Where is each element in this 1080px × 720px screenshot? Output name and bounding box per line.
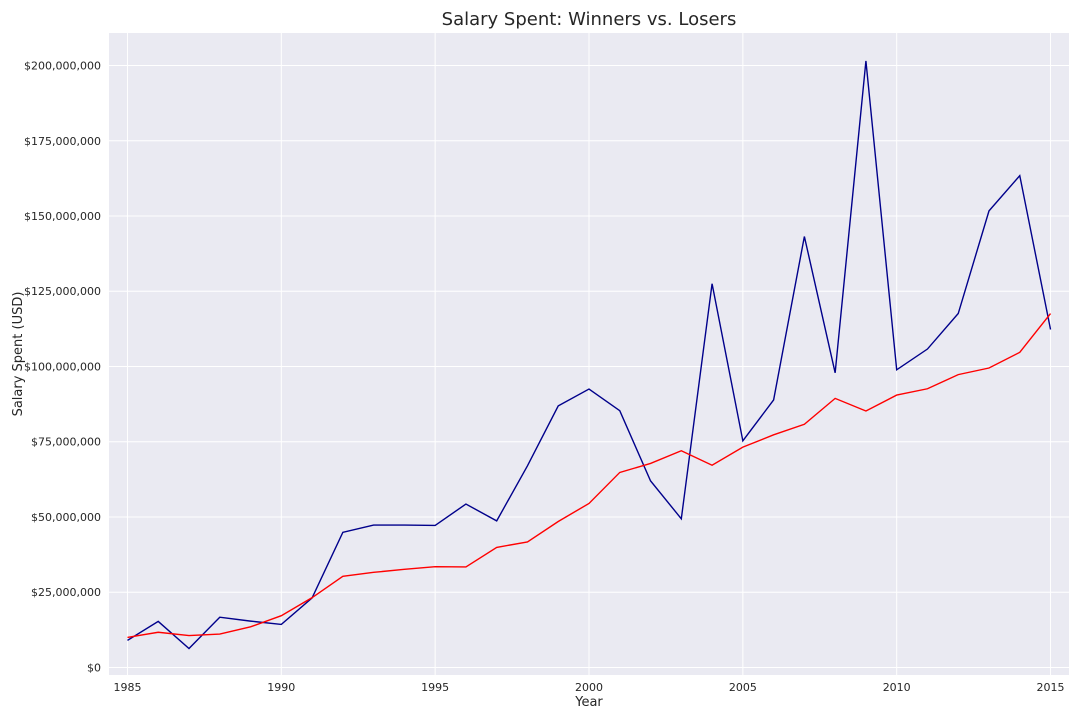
y-tick-label: $150,000,000 xyxy=(24,210,101,223)
x-tick-label: 2005 xyxy=(729,681,757,694)
x-tick-labels: 1985 1990 1995 2000 2005 2010 2015 xyxy=(113,681,1064,694)
x-tick-label: 1985 xyxy=(113,681,141,694)
x-tick-label: 2000 xyxy=(575,681,603,694)
series-line-2 xyxy=(127,313,1052,639)
y-tick-label: $200,000,000 xyxy=(24,60,101,73)
x-axis-label: Year xyxy=(574,695,603,710)
y-tick-label: $25,000,000 xyxy=(31,586,101,599)
x-tick-label: 2010 xyxy=(883,681,911,694)
y-tick-labels: $0 $25,000,000 $50,000,000 $75,000,000 $100,… xyxy=(24,60,101,675)
x-tick-label: 1990 xyxy=(267,681,295,694)
chart-title: Salary Spent: Winners vs. Losers xyxy=(442,9,737,30)
y-tick-label: $175,000,000 xyxy=(24,135,101,148)
x-tick-label: 1995 xyxy=(421,681,449,694)
y-tick-label: $75,000,000 xyxy=(31,436,101,449)
y-axis-label: Salary Spent (USD) xyxy=(11,292,26,417)
series-layer xyxy=(127,60,1052,650)
x-grid xyxy=(126,33,1052,675)
y-tick-label: $100,000,000 xyxy=(24,360,101,373)
y-tick-label: $0 xyxy=(87,661,101,674)
series-line-1 xyxy=(127,60,1052,650)
y-tick-label: $50,000,000 xyxy=(31,511,101,524)
y-tick-label: $125,000,000 xyxy=(24,285,101,298)
x-tick-label: 2015 xyxy=(1037,681,1065,694)
